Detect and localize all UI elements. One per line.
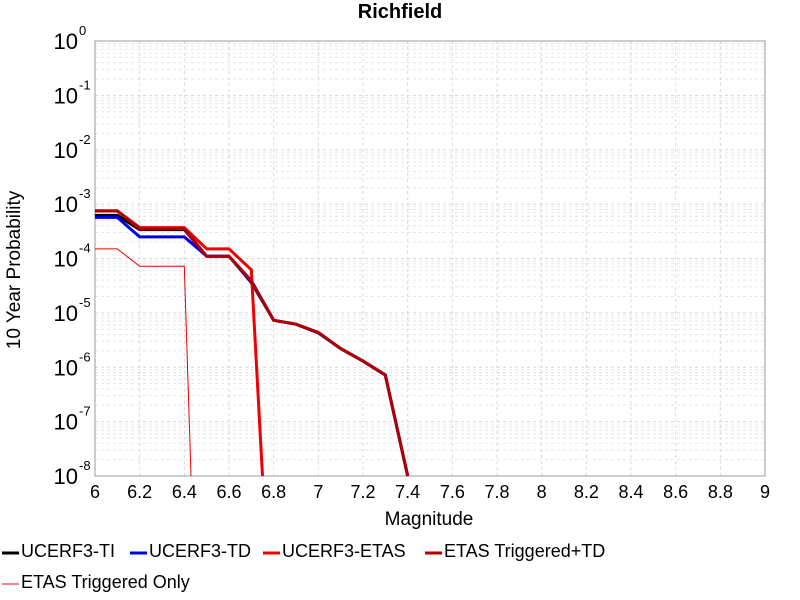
x-tick-label: 8.8: [708, 482, 733, 502]
y-tick-label: 10: [54, 355, 78, 380]
x-tick-label: 7.4: [395, 482, 420, 502]
y-tick-exponent: -4: [79, 241, 91, 256]
y-tick-label: 10: [54, 83, 78, 108]
x-tick-label: 9: [760, 482, 770, 502]
series-group: [95, 209, 410, 477]
y-tick-exponent: -6: [79, 349, 91, 364]
series-line: [95, 209, 410, 477]
legend: UCERF3-TI UCERF3-TD UCERF3-ETAS ETAS Trigge…: [2, 541, 605, 592]
legend-label: ETAS Triggered Only: [21, 572, 190, 592]
y-tick-exponent: 0: [79, 23, 86, 38]
x-tick-label: 7.8: [484, 482, 509, 502]
y-tick-exponent: -1: [79, 77, 91, 92]
y-tick-exponent: -2: [79, 132, 91, 147]
plot-frame: [94, 40, 766, 477]
legend-label: UCERF3-TD: [149, 541, 251, 561]
y-tick-label: 10: [54, 192, 78, 217]
x-axis-title: Magnitude: [385, 509, 474, 530]
chart-title: Richfield: [358, 1, 442, 23]
y-tick-exponent: -3: [79, 186, 91, 201]
y-tick-label: 10: [54, 464, 78, 489]
x-tick-label: 8.2: [574, 482, 599, 502]
legend-label: UCERF3-ETAS: [282, 541, 406, 561]
x-tick-label: 6: [90, 482, 100, 502]
grid-minor: [95, 42, 765, 461]
y-tick-exponent: -7: [79, 404, 91, 419]
legend-label: UCERF3-TI: [21, 541, 115, 561]
y-tick-label: 10: [54, 138, 78, 163]
series-line: [95, 248, 192, 477]
x-tick-label: 6.2: [127, 482, 152, 502]
x-tick-label: 8.4: [618, 482, 643, 502]
y-axis-title: 10 Year Probability: [4, 190, 25, 349]
x-tick-label: 7.6: [440, 482, 465, 502]
y-tick-exponent: -5: [79, 295, 91, 310]
x-tick-label: 6.4: [172, 482, 197, 502]
x-tick-label: 8: [537, 482, 547, 502]
x-tick-label: 6.8: [261, 482, 286, 502]
y-tick-label: 10: [54, 247, 78, 272]
x-tick-label: 7: [313, 482, 323, 502]
y-tick-exponent: -8: [79, 458, 91, 473]
y-tick-label: 10: [54, 301, 78, 326]
y-tick-label: 10: [54, 410, 78, 435]
y-tick-label: 10: [54, 29, 78, 54]
legend-label: ETAS Triggered+TD: [444, 541, 605, 561]
x-tick-label: 7.2: [350, 482, 375, 502]
x-tick-labels: 6 6.2 6.4 6.6 6.8 7 7.2 7.4 7.6 7.8 8 8.2 8.4 8.6 8.8 9: [90, 482, 770, 502]
x-tick-label: 8.6: [663, 482, 688, 502]
x-tick-label: 6.6: [216, 482, 241, 502]
